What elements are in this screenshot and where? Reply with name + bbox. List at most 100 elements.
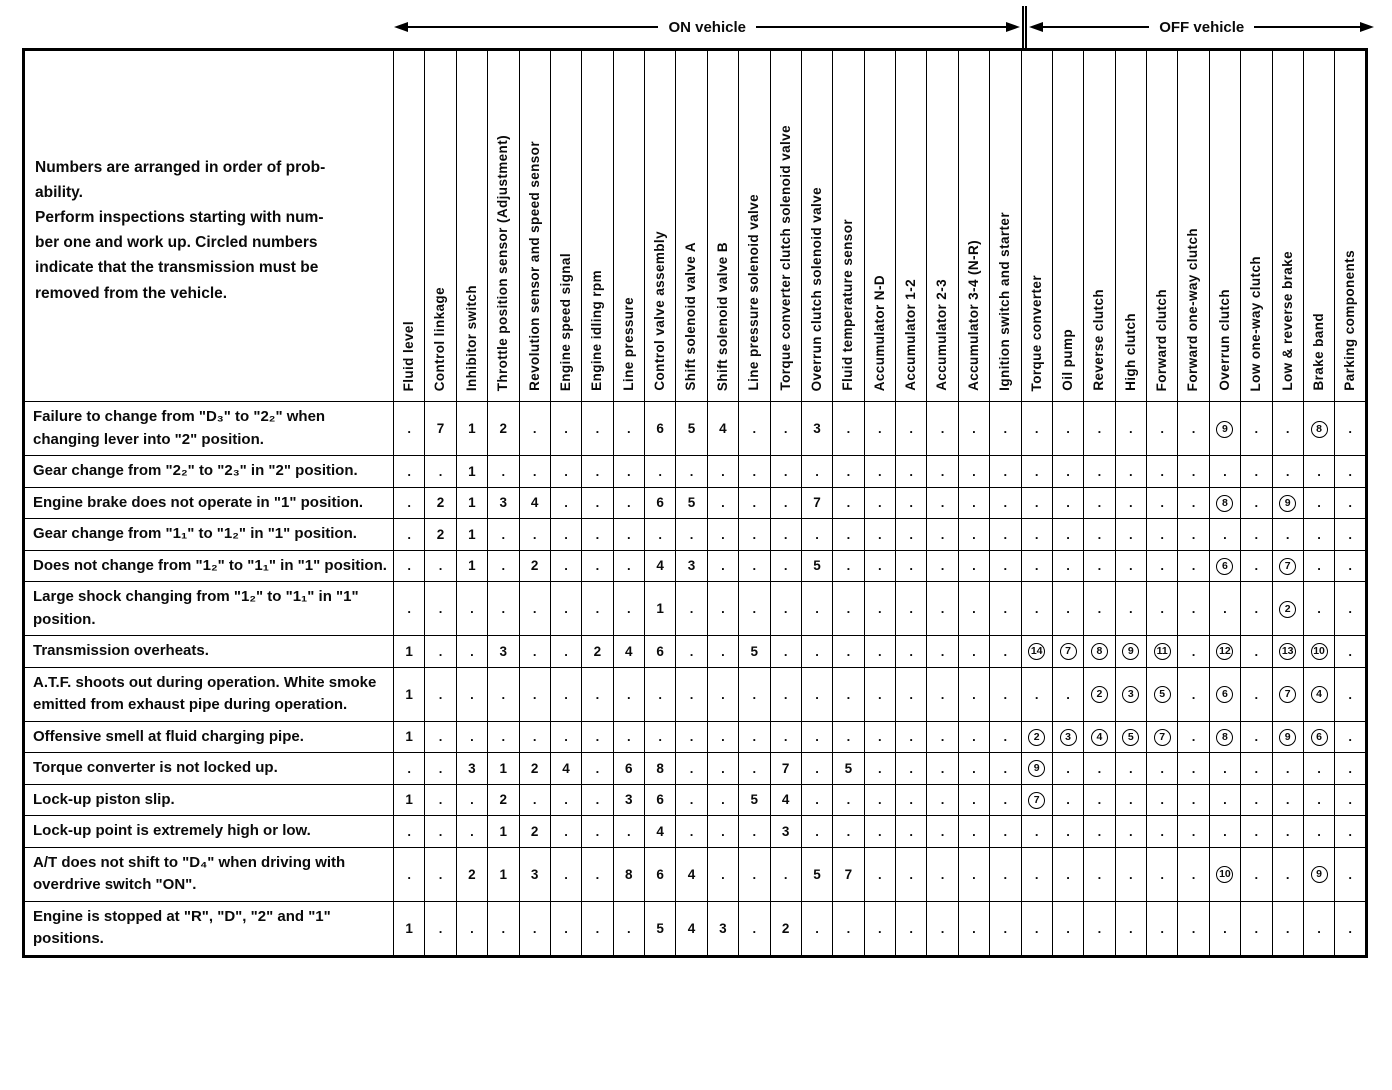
matrix-cell: 4 bbox=[675, 846, 708, 902]
matrix-cell: . bbox=[926, 815, 959, 848]
matrix-cell: . bbox=[1083, 783, 1116, 816]
matrix-cell: . bbox=[1020, 455, 1053, 488]
matrix-cell: 2 bbox=[487, 783, 520, 816]
circled-number: 7 bbox=[1028, 791, 1046, 809]
symptom-label: Large shock changing from "1₂" to "1₁" i… bbox=[23, 581, 394, 636]
circled-number: 5 bbox=[1122, 728, 1140, 746]
matrix-cell: . bbox=[518, 401, 551, 456]
matrix-cell: 4 bbox=[769, 783, 802, 816]
symptom-row: A.T.F. shoots out during operation. Whit… bbox=[23, 666, 1367, 722]
matrix-cell: . bbox=[518, 581, 551, 636]
matrix-cell: 2 bbox=[518, 549, 551, 582]
matrix-cell: . bbox=[800, 581, 834, 636]
matrix-cell: . bbox=[424, 720, 457, 753]
matrix-cell: . bbox=[1145, 783, 1179, 816]
matrix-cell: . bbox=[1334, 666, 1367, 722]
matrix-cell: . bbox=[675, 666, 708, 722]
matrix-cell: 7 bbox=[1271, 549, 1304, 582]
column-header: Control valve assembly bbox=[643, 49, 677, 402]
matrix-cell: . bbox=[1302, 486, 1336, 519]
matrix-cell: . bbox=[1114, 401, 1148, 456]
vehicle-scope-arrows: ON vehicle OFF vehicle bbox=[22, 6, 1376, 48]
matrix-cell: . bbox=[1302, 900, 1336, 957]
matrix-cell: . bbox=[769, 666, 802, 722]
matrix-cell: 1 bbox=[455, 455, 489, 488]
matrix-cell: . bbox=[1145, 518, 1179, 551]
matrix-cell: . bbox=[1271, 815, 1304, 848]
matrix-cell: . bbox=[706, 815, 740, 848]
matrix-cell: . bbox=[424, 666, 457, 722]
matrix-cell: . bbox=[675, 720, 708, 753]
column-header: Ignition switch and starter bbox=[989, 49, 1022, 402]
circled-number: 6 bbox=[1216, 557, 1234, 575]
matrix-cell: 1 bbox=[455, 486, 489, 519]
matrix-cell: . bbox=[863, 581, 897, 636]
intro-cell: Numbers are arranged in order of prob- a… bbox=[23, 49, 394, 402]
matrix-cell: . bbox=[832, 486, 865, 519]
column-header: Accumulator 2-3 bbox=[926, 49, 959, 402]
matrix-cell: . bbox=[675, 635, 708, 668]
matrix-cell: . bbox=[863, 666, 897, 722]
circled-number: 2 bbox=[1090, 686, 1108, 703]
circled-number: 7 bbox=[1059, 643, 1077, 661]
matrix-cell: . bbox=[581, 549, 614, 582]
matrix-cell: . bbox=[894, 518, 928, 551]
column-header: Accumulator 1-2 bbox=[894, 49, 928, 402]
matrix-cell: . bbox=[738, 401, 771, 456]
circled-number: 9 bbox=[1028, 760, 1046, 778]
matrix-cell: . bbox=[1145, 549, 1179, 582]
matrix-cell: 12 bbox=[1208, 635, 1242, 668]
on-vehicle-label: ON vehicle bbox=[668, 18, 746, 36]
matrix-cell: . bbox=[1334, 401, 1367, 456]
symptom-label: Lock-up point is extremely high or low. bbox=[23, 815, 394, 848]
matrix-cell: . bbox=[863, 549, 897, 582]
column-header: Revolution sensor and speed sensor bbox=[518, 49, 551, 402]
matrix-cell: 14 bbox=[1020, 635, 1053, 668]
matrix-cell: 7 bbox=[832, 846, 865, 902]
matrix-cell: 2 bbox=[518, 815, 551, 848]
matrix-cell: . bbox=[894, 720, 928, 753]
matrix-cell: . bbox=[1051, 783, 1085, 816]
matrix-cell: . bbox=[1240, 518, 1273, 551]
matrix-cell: . bbox=[1114, 455, 1148, 488]
matrix-cell: . bbox=[706, 635, 740, 668]
matrix-cell: . bbox=[1020, 518, 1053, 551]
matrix-cell: . bbox=[894, 401, 928, 456]
matrix-cell: 10 bbox=[1302, 635, 1336, 668]
matrix-cell: . bbox=[675, 752, 708, 785]
column-header-label: Torque converter bbox=[1028, 274, 1044, 391]
column-header-row: Numbers are arranged in order of prob- a… bbox=[23, 49, 1367, 402]
circled-number: 9 bbox=[1279, 728, 1297, 746]
matrix-cell: . bbox=[989, 900, 1022, 957]
column-header-label: Control linkage bbox=[432, 286, 448, 391]
circled-number: 8 bbox=[1090, 643, 1108, 661]
matrix-cell: . bbox=[1177, 666, 1210, 722]
matrix-cell: . bbox=[549, 666, 583, 722]
matrix-cell: 5 bbox=[832, 752, 865, 785]
matrix-cell: . bbox=[581, 518, 614, 551]
matrix-cell: 2 bbox=[769, 900, 802, 957]
matrix-cell: 8 bbox=[612, 846, 646, 902]
matrix-cell: . bbox=[581, 900, 614, 957]
matrix-cell: . bbox=[1271, 455, 1304, 488]
matrix-cell: . bbox=[549, 635, 583, 668]
matrix-cell: 2 bbox=[455, 846, 489, 902]
matrix-cell: . bbox=[926, 581, 959, 636]
symptom-row: Gear change from "2₂" to "2₃" in "2" pos… bbox=[23, 455, 1367, 488]
matrix-cell: . bbox=[1240, 486, 1273, 519]
matrix-cell: . bbox=[612, 900, 646, 957]
matrix-cell: . bbox=[487, 518, 520, 551]
matrix-cell: . bbox=[1302, 518, 1336, 551]
matrix-cell: . bbox=[1020, 666, 1053, 722]
matrix-cell: . bbox=[1240, 815, 1273, 848]
matrix-cell: . bbox=[581, 846, 614, 902]
symptom-label: Engine is stopped at "R", "D", "2" and "… bbox=[23, 900, 394, 957]
matrix-cell: . bbox=[1240, 846, 1273, 902]
symptom-label: Lock-up piston slip. bbox=[23, 783, 394, 816]
matrix-cell: . bbox=[1177, 900, 1210, 957]
matrix-cell: . bbox=[675, 581, 708, 636]
matrix-cell: 3 bbox=[675, 549, 708, 582]
on-arrow-line bbox=[408, 26, 659, 28]
on-right-arrowhead-icon bbox=[1006, 22, 1021, 32]
matrix-cell: . bbox=[1083, 900, 1116, 957]
